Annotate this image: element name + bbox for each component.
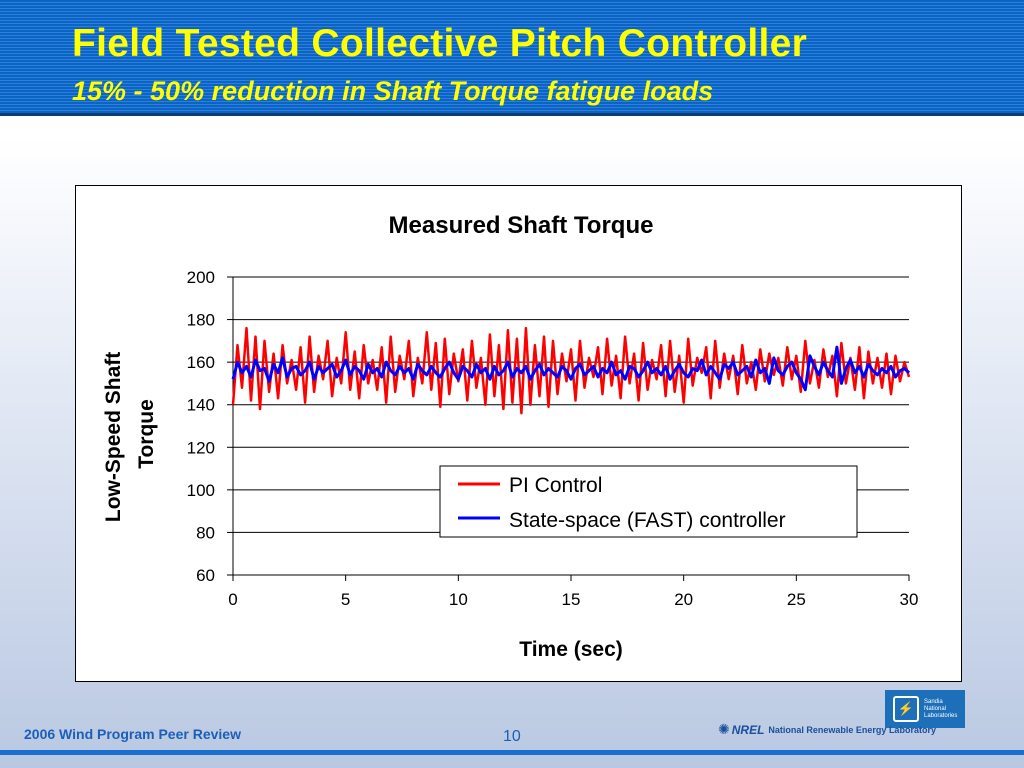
sandia-logo: ⚡ Sandia National Laboratories <box>885 690 965 728</box>
legend: PI Control State-space (FAST) controller <box>439 465 858 538</box>
y-tick-label: 100 <box>187 481 215 500</box>
footer-text: 2006 Wind Program Peer Review <box>24 726 241 742</box>
sandia-logo-text: Sandia National Laboratories <box>924 699 957 720</box>
sandia-logo-line-2: National <box>924 705 947 712</box>
nrel-logo: ✺ NREL National Renewable Energy Laborat… <box>718 721 936 738</box>
title-banner <box>0 0 1024 113</box>
sandia-logo-line-3: Laboratories <box>924 712 958 719</box>
x-axis-label: Time (sec) <box>519 638 623 661</box>
title-banner-underline <box>0 113 1024 116</box>
nrel-logo-text: National Renewable Energy Laboratory <box>768 724 936 735</box>
x-tick-label: 15 <box>562 590 581 609</box>
y-tick-label: 120 <box>187 438 215 457</box>
footer-rule <box>0 750 1024 755</box>
y-tick-label: 80 <box>196 523 215 542</box>
legend-box <box>439 465 858 538</box>
x-tick-label: 30 <box>900 590 919 609</box>
y-axis-label: Low-Speed Shaft Torque <box>102 346 158 522</box>
y-axis: 60 80 100 120 140 160 180 200 <box>187 268 234 585</box>
x-tick-label: 0 <box>228 590 237 609</box>
y-axis-label-line-1: Low-Speed Shaft <box>102 352 125 522</box>
plot-series <box>231 326 911 415</box>
y-tick-label: 140 <box>187 396 215 415</box>
chart-container: Measured Shaft Torque 60 80 100 120 140 160 18… <box>75 185 962 682</box>
chart-title: Measured Shaft Torque <box>389 212 654 239</box>
series-line-state-space <box>231 345 911 392</box>
legend-label-state-space: State-space (FAST) controller <box>509 509 786 532</box>
sandia-thunderbird-icon: ⚡ <box>893 696 919 722</box>
x-tick-label: 10 <box>449 590 468 609</box>
nrel-mark: NREL <box>731 722 765 737</box>
y-tick-label: 60 <box>196 566 215 585</box>
chart-svg: Measured Shaft Torque 608010012014016018… <box>102 212 919 661</box>
legend-label-pi-control: PI Control <box>509 474 602 497</box>
slide-title: Field Tested Collective Pitch Controller <box>72 22 808 65</box>
y-tick-label: 160 <box>187 353 215 372</box>
y-tick-label: 180 <box>187 311 215 330</box>
x-axis: 0 5 10 15 20 25 30 <box>228 574 919 609</box>
x-tick-label: 5 <box>341 590 350 609</box>
slide-subtitle: 15% - 50% reduction in Shaft Torque fati… <box>72 76 714 106</box>
y-axis-label-line-2: Torque <box>135 399 158 469</box>
x-tick-label: 25 <box>787 590 806 609</box>
sandia-logo-line-1: Sandia <box>924 698 943 705</box>
x-tick-label: 20 <box>674 590 693 609</box>
series-line-pi-control <box>231 326 911 415</box>
nrel-sun-icon: ✺ <box>718 721 730 737</box>
page-number: 10 <box>503 728 521 745</box>
y-tick-label: 200 <box>187 268 215 287</box>
